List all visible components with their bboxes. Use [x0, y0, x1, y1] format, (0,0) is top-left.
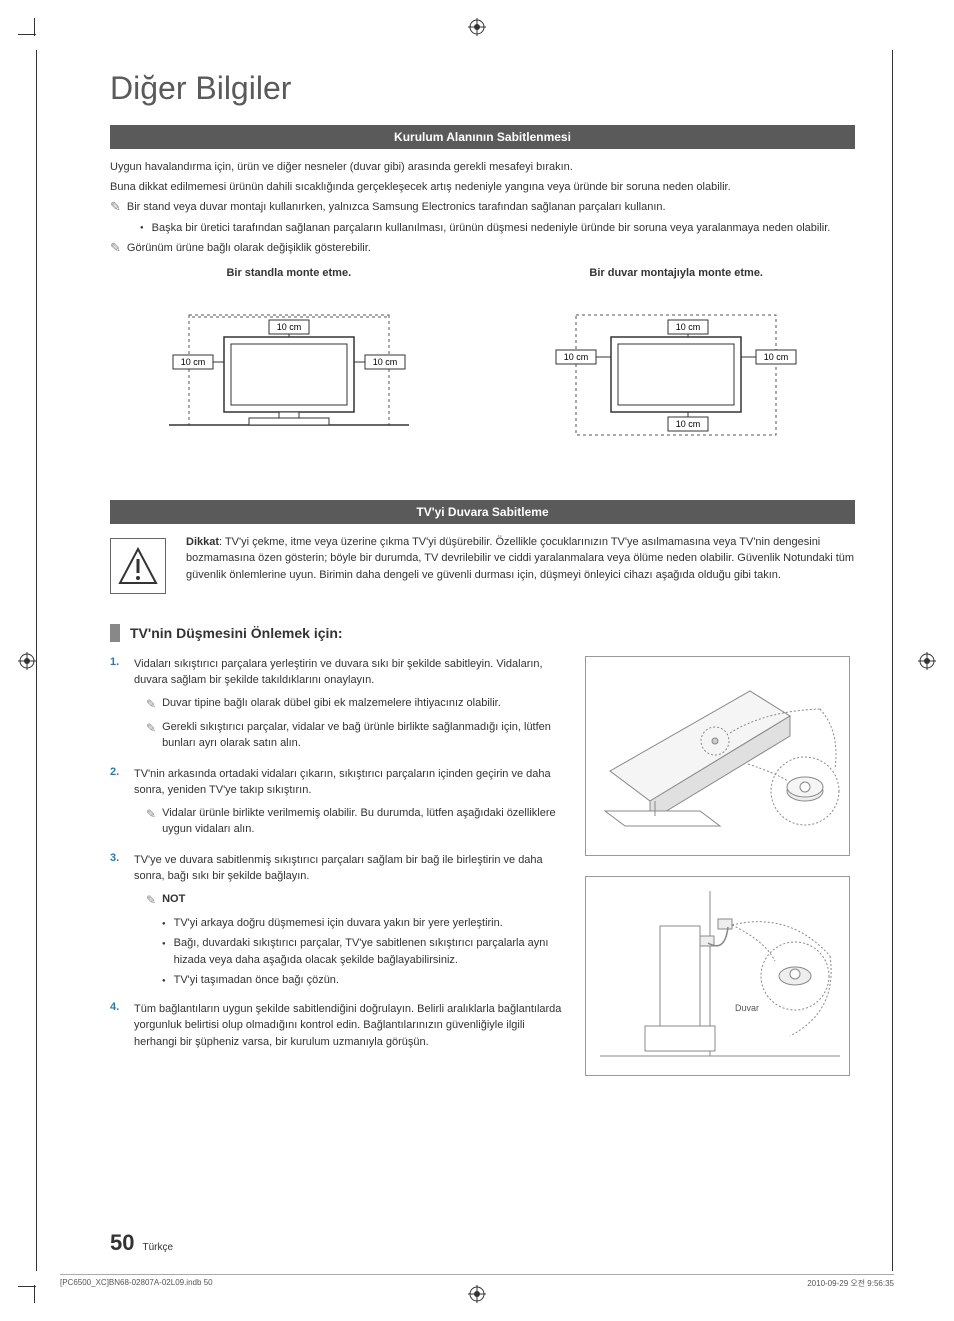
note-text: Bir stand veya duvar montajı kullanırken…: [127, 199, 666, 216]
steps-column: Vidaları sıkıştırıcı parçalara yerleştir…: [110, 656, 565, 1096]
warning-icon: [110, 538, 166, 594]
diagram-title: Bir standla monte etme.: [110, 267, 468, 279]
step-text: TV'nin arkasında ortadaki vidaları çıkar…: [134, 768, 551, 797]
note-icon: ✎: [110, 240, 121, 256]
step-text: TV'ye ve duvara sabitlenmiş sıkıştırıcı …: [134, 854, 543, 883]
step-text: Vidaları sıkıştırıcı parçalara yerleştir…: [134, 658, 543, 687]
label-top: 10 cm: [277, 322, 302, 332]
subsection-marker: [110, 624, 120, 642]
not-label: NOT: [162, 891, 185, 908]
crop-mark: [34, 1285, 35, 1303]
trim-line: [36, 50, 37, 1271]
step-2: TV'nin arkasında ortadaki vidaları çıkar…: [110, 766, 565, 844]
diagram-wall: Bir duvar montajıyla monte etme. 10 cm 1…: [497, 267, 855, 460]
trim-line: [892, 50, 893, 1271]
note-text: Görünüm ürüne bağlı olarak değişiklik gö…: [127, 240, 371, 257]
wall-label: Duvar: [735, 1003, 759, 1013]
svg-text:10 cm: 10 cm: [676, 419, 701, 429]
step-3: TV'ye ve duvara sabitlenmiş sıkıştırıcı …: [110, 852, 565, 993]
note-row: ✎ Görünüm ürüne bağlı olarak değişiklik …: [110, 240, 855, 257]
bullet-text: Başka bir üretici tarafından sağlanan pa…: [152, 220, 831, 237]
footer-date: 2010-09-29 오전 9:56:35: [807, 1278, 894, 1289]
caution-label: Dikkat: [186, 536, 219, 548]
page-title: Diğer Bilgiler: [110, 70, 855, 107]
steps-list: Vidaları sıkıştırıcı parçalara yerleştir…: [110, 656, 565, 1051]
diagram-title: Bir duvar montajıyla monte etme.: [497, 267, 855, 279]
wall-diagram-svg: 10 cm 10 cm 10 cm 10 cm: [526, 295, 826, 455]
caution-text: Dikkat: TV'yi çekme, itme veya üzerine ç…: [186, 534, 855, 584]
footer: [PC6500_XC]BN68-02807A-02L09.indb 50 201…: [60, 1278, 894, 1289]
svg-text:10 cm: 10 cm: [676, 322, 701, 332]
bullet-row: ● Başka bir üretici tarafından sağlanan …: [140, 220, 855, 237]
step-text: Tüm bağlantıların uygun şekilde sabitlen…: [134, 1003, 561, 1048]
bullet-icon: ●: [140, 225, 144, 231]
sub-note-text: Duvar tipine bağlı olarak dübel gibi ek …: [162, 695, 501, 712]
note-icon: ✎: [146, 805, 156, 823]
footer-file: [PC6500_XC]BN68-02807A-02L09.indb 50: [60, 1278, 213, 1289]
clearance-diagrams: Bir standla monte etme. 10 cm 10 cm 10 c…: [110, 267, 855, 460]
caution-body: : TV'yi çekme, itme veya üzerine çıkma T…: [186, 536, 854, 581]
sub-note-text: Vidalar ürünle birlikte verilmemiş olabi…: [162, 805, 565, 838]
registration-mark: [918, 652, 936, 670]
sub-bullet: ● TV'yi taşımadan önce bağı çözün.: [162, 972, 565, 989]
footer-divider: [60, 1274, 894, 1275]
label-right: 10 cm: [373, 357, 398, 367]
crop-mark: [34, 18, 35, 36]
paragraph: Buna dikkat edilmemesi ürünün dahili sıc…: [110, 179, 855, 196]
note-icon: ✎: [146, 891, 156, 909]
bullet-icon: ●: [162, 977, 166, 986]
svg-text:10 cm: 10 cm: [764, 352, 789, 362]
paragraph: Uygun havalandırma için, ürün ve diğer n…: [110, 159, 855, 176]
diagram-stand: Bir standla monte etme. 10 cm 10 cm 10 c…: [110, 267, 468, 460]
wall-mount-illustration: Duvar: [585, 876, 850, 1076]
note-icon: ✎: [110, 199, 121, 215]
sub-bullet: ● Bağı, duvardaki sıkıştırıcı parçalar, …: [162, 935, 565, 968]
sub-bullet-text: TV'yi arkaya doğru düşmemesi için duvara…: [174, 915, 503, 932]
section-header-wall-fix: TV'yi Duvara Sabitleme: [110, 500, 855, 524]
sub-note-text: Gerekli sıkıştırıcı parçalar, vidalar ve…: [162, 719, 565, 752]
step-4: Tüm bağlantıların uygun şekilde sabitlen…: [110, 1001, 565, 1051]
sub-note: ✎ Duvar tipine bağlı olarak dübel gibi e…: [146, 695, 565, 713]
page-number: 50: [110, 1230, 134, 1256]
note-row: ✎ Bir stand veya duvar montajı kullanırk…: [110, 199, 855, 216]
page-language: Türkçe: [142, 1242, 173, 1253]
bullet-icon: ●: [162, 940, 166, 949]
registration-mark: [468, 18, 486, 36]
sub-note: ✎ Gerekli sıkıştırıcı parçalar, vidalar …: [146, 719, 565, 752]
svg-text:10 cm: 10 cm: [564, 352, 589, 362]
page-content: Diğer Bilgiler Kurulum Alanının Sabitlen…: [110, 70, 855, 1096]
note-icon: ✎: [146, 719, 156, 737]
caution-block: Dikkat: TV'yi çekme, itme veya üzerine ç…: [110, 534, 855, 594]
tv-rear-illustration: [585, 656, 850, 856]
stand-diagram-svg: 10 cm 10 cm 10 cm: [139, 295, 439, 455]
section-header-installation: Kurulum Alanının Sabitlenmesi: [110, 125, 855, 149]
label-left: 10 cm: [181, 357, 206, 367]
bullet-icon: ●: [162, 920, 166, 929]
subsection-row: TV'nin Düşmesini Önlemek için:: [110, 624, 855, 642]
sub-note-not: ✎ NOT: [146, 891, 565, 909]
illustration-column: Duvar: [585, 656, 855, 1096]
sub-note: ✎ Vidalar ürünle birlikte verilmemiş ola…: [146, 805, 565, 838]
subsection-title: TV'nin Düşmesini Önlemek için:: [130, 625, 343, 641]
registration-mark: [18, 652, 36, 670]
two-column-layout: Vidaları sıkıştırıcı parçalara yerleştir…: [110, 656, 855, 1096]
sub-bullet-text: TV'yi taşımadan önce bağı çözün.: [174, 972, 339, 989]
page-number-block: 50 Türkçe: [110, 1230, 173, 1256]
sub-bullet: ● TV'yi arkaya doğru düşmemesi için duva…: [162, 915, 565, 932]
sub-bullet-text: Bağı, duvardaki sıkıştırıcı parçalar, TV…: [174, 935, 565, 968]
step-1: Vidaları sıkıştırıcı parçalara yerleştir…: [110, 656, 565, 758]
note-icon: ✎: [146, 695, 156, 713]
